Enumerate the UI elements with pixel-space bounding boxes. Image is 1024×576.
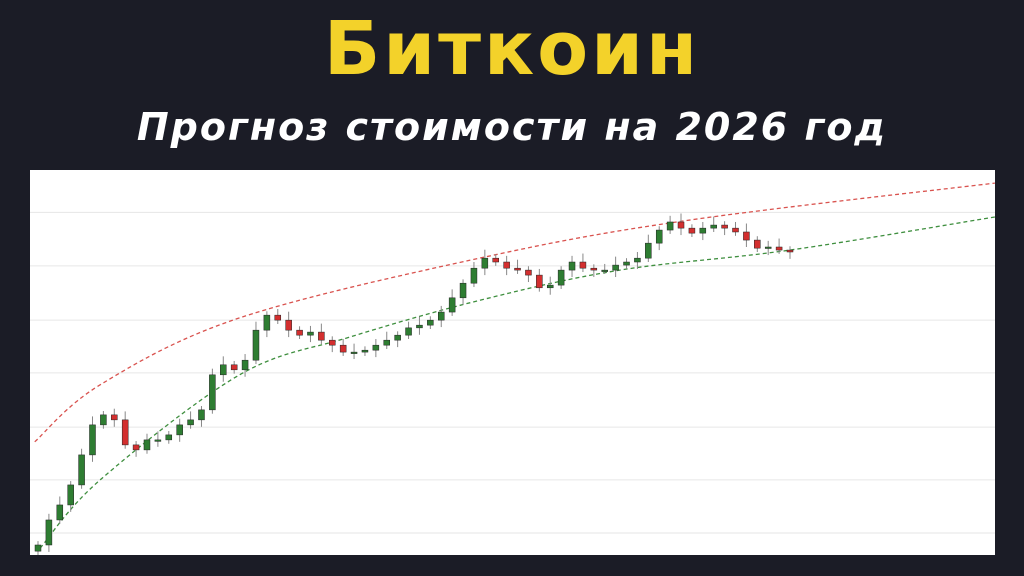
- candle-down: [688, 227, 696, 234]
- candle-up: [470, 267, 478, 284]
- candle-down: [492, 257, 499, 263]
- candle-up: [263, 314, 271, 331]
- candle-down: [721, 224, 728, 229]
- candle-down: [111, 414, 118, 421]
- candle-up: [557, 269, 565, 286]
- candle-up: [143, 439, 151, 451]
- candle-down: [274, 314, 282, 321]
- candle-up: [666, 221, 674, 231]
- candle-up: [568, 261, 576, 271]
- candle-up: [154, 439, 162, 442]
- lower-band-line: [39, 216, 995, 549]
- candle-down: [318, 331, 325, 341]
- candle-up: [307, 331, 314, 336]
- candle-down: [121, 419, 129, 446]
- candlestick-chart: [30, 182, 995, 555]
- candle-up: [89, 424, 96, 456]
- candle-up: [612, 264, 619, 271]
- candle-up: [459, 282, 467, 299]
- candle-up: [655, 229, 663, 244]
- candle-up: [372, 344, 380, 351]
- candle-down: [775, 246, 783, 251]
- candle-up: [427, 319, 434, 326]
- candle-down: [296, 329, 303, 336]
- candle-down: [132, 444, 140, 451]
- candle-down: [754, 239, 761, 249]
- candle-up: [252, 329, 260, 361]
- page-title: Биткоин: [323, 6, 701, 92]
- candle-down: [514, 267, 521, 271]
- candle-up: [176, 424, 183, 436]
- candle-up: [405, 327, 412, 336]
- candle-down: [503, 261, 510, 269]
- candle-up: [394, 334, 401, 341]
- candle-down: [536, 274, 543, 289]
- candle-up: [764, 246, 772, 249]
- candle-up: [165, 434, 173, 441]
- candle-up: [67, 484, 74, 506]
- candle-up: [361, 349, 369, 353]
- candle-up: [634, 257, 641, 263]
- candle-up: [56, 504, 64, 521]
- candle-down: [329, 339, 336, 346]
- candle-up: [645, 242, 652, 259]
- candle-up: [241, 359, 249, 371]
- candle-up: [437, 311, 445, 321]
- candle-up: [416, 324, 423, 329]
- candle-up: [546, 284, 554, 289]
- candle-up: [350, 351, 358, 354]
- candle-up: [220, 364, 227, 376]
- candle-up: [209, 374, 216, 411]
- candle-up: [78, 454, 85, 486]
- page-subtitle: Прогноз стоимости на 2026 год: [136, 105, 888, 149]
- candle-down: [579, 261, 587, 269]
- candle-up: [601, 269, 608, 272]
- upper-band-line: [34, 182, 995, 443]
- candle-up: [198, 409, 205, 421]
- candle-down: [285, 319, 292, 331]
- candle-up: [623, 261, 630, 266]
- candle-up: [34, 544, 42, 552]
- candle-up: [699, 227, 707, 234]
- candle-up: [710, 224, 717, 229]
- candle-down: [339, 344, 347, 353]
- candle-down: [677, 221, 685, 229]
- candle-down: [743, 231, 750, 241]
- chart-panel: [30, 170, 995, 555]
- candle-up: [45, 519, 53, 546]
- candle-up: [187, 419, 194, 426]
- candle-up: [383, 339, 391, 346]
- candle-down: [786, 249, 794, 253]
- candle-up: [481, 257, 489, 269]
- candle-down: [590, 267, 598, 271]
- candle-up: [448, 297, 456, 313]
- candle-down: [230, 364, 238, 371]
- candle-up: [100, 414, 107, 426]
- candle-down: [732, 227, 739, 233]
- candle-down: [525, 269, 532, 276]
